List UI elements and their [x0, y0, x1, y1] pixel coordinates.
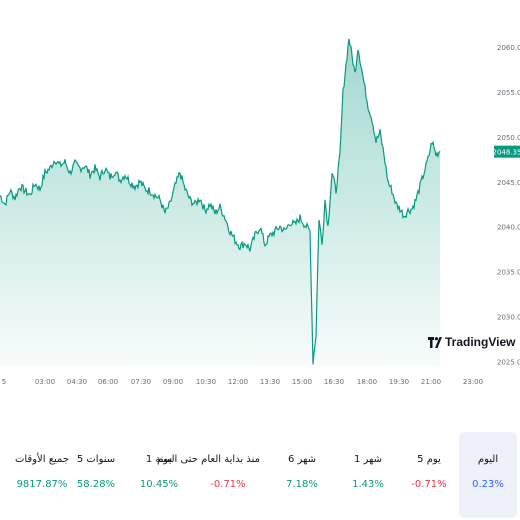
x-tick-label: 19:30 [389, 378, 409, 386]
tradingview-logo-text: TradingView [445, 335, 516, 349]
y-tick-label: 2025.00 [497, 359, 520, 367]
period-5-years[interactable]: 5 سنوات 58.28% [64, 432, 128, 518]
x-axis: 5 03:00 04:30 06:00 07:30 09:00 10:30 12:00 13:3… [2, 378, 483, 386]
x-tick-label: 03:00 [35, 378, 55, 386]
last-price-badge: 2048.35 [493, 145, 520, 158]
period-today[interactable]: اليوم 0.23% [459, 432, 517, 518]
y-tick-label: 2040.00 [497, 224, 520, 232]
period-label: جميع الأوقات [14, 454, 70, 465]
tradingview-logo-icon [428, 336, 442, 348]
price-line [0, 38, 441, 365]
price-chart[interactable]: 2060.00 2055.00 2050.00 2045.00 2040.00 2035.… [0, 0, 520, 395]
period-value: 10.45% [139, 479, 179, 490]
x-tick-label: 06:00 [98, 378, 118, 386]
period-ytd[interactable]: منذ بداية العام حتى اليوم -0.71% [157, 432, 260, 518]
period-6-months[interactable]: 6 شهر 7.18% [270, 432, 334, 518]
period-value: -0.71% [210, 479, 246, 490]
y-tick-label: 2050.00 [497, 134, 520, 142]
x-tick-label: 15:00 [292, 378, 312, 386]
x-tick-label: 09:00 [163, 378, 183, 386]
y-tick-label: 2055.00 [497, 89, 520, 97]
x-tick-label: 12:00 [228, 378, 248, 386]
tradingview-logo[interactable]: TradingView [428, 333, 515, 351]
last-price-badge-bg [494, 145, 520, 158]
x-tick-label: 5 [2, 378, 6, 386]
period-value: -0.71% [411, 479, 447, 490]
period-5-days[interactable]: 5 يوم -0.71% [397, 432, 461, 518]
y-tick-label: 2045.00 [497, 179, 520, 187]
x-tick-label: 10:30 [196, 378, 216, 386]
period-value: 7.18% [286, 479, 318, 490]
period-value: 0.23% [472, 479, 504, 490]
period-all-time[interactable]: جميع الأوقات 9817.87% [10, 432, 74, 518]
period-1-month[interactable]: 1 شهر 1.43% [336, 432, 400, 518]
performance-bar: جميع الأوقات 9817.87% 5 سنوات 58.28% 1 س… [0, 430, 520, 520]
y-tick-label: 2035.00 [497, 269, 520, 277]
period-label: 5 يوم [417, 454, 441, 465]
y-tick-label: 2060.00 [497, 44, 520, 52]
x-tick-label: 13:30 [260, 378, 280, 386]
price-area [0, 39, 440, 366]
period-label: منذ بداية العام حتى اليوم [157, 454, 260, 465]
period-label: 6 شهر [287, 454, 317, 465]
x-tick-label: 07:30 [131, 378, 151, 386]
x-tick-label: 16:30 [324, 378, 344, 386]
x-tick-label: 21:00 [421, 378, 441, 386]
period-1-year[interactable]: 1 سنة 10.45% [127, 432, 191, 518]
x-tick-label: 04:30 [67, 378, 87, 386]
period-value: 58.28% [76, 479, 116, 490]
x-tick-label: 18:00 [357, 378, 377, 386]
period-label: 1 سنة [145, 454, 173, 465]
x-tick-label: 23:00 [463, 378, 483, 386]
y-axis: 2060.00 2055.00 2050.00 2045.00 2040.00 2035.… [497, 44, 520, 367]
period-label: 5 سنوات [76, 454, 116, 465]
period-label: 1 شهر [353, 454, 383, 465]
period-value: 9817.87% [16, 479, 68, 490]
y-tick-label: 2030.00 [497, 314, 520, 322]
period-value: 1.43% [352, 479, 384, 490]
period-label: اليوم [477, 454, 499, 465]
last-price-label: 2048.35 [493, 149, 520, 157]
